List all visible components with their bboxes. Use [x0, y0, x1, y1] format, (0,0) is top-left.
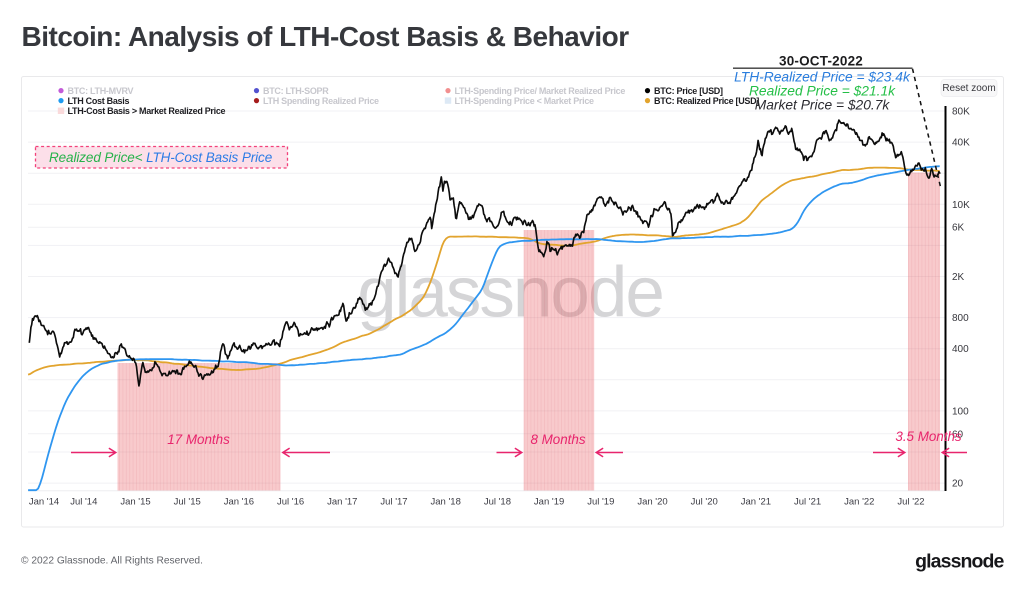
svg-text:LTH Spending Realized Price: LTH Spending Realized Price [263, 96, 379, 106]
svg-text:Jul '19: Jul '19 [587, 497, 614, 508]
svg-text:Jan '21: Jan '21 [741, 497, 771, 508]
svg-text:Jan '18: Jan '18 [431, 497, 461, 508]
svg-text:Jul '16: Jul '16 [277, 497, 304, 508]
svg-text:Jan '14: Jan '14 [29, 497, 59, 508]
svg-text:100: 100 [952, 406, 969, 417]
svg-text:10K: 10K [952, 200, 970, 211]
svg-text:Jan '22: Jan '22 [844, 497, 874, 508]
svg-text:Jan '17: Jan '17 [327, 497, 357, 508]
svg-text:LTH-Spending Price < Market Pr: LTH-Spending Price < Market Price [455, 96, 595, 106]
svg-text:Jan '19: Jan '19 [534, 497, 564, 508]
svg-text:BTC: LTH-MVRV: BTC: LTH-MVRV [68, 86, 134, 96]
svg-text:Market Price = $20.7k: Market Price = $20.7k [755, 98, 891, 113]
svg-text:BTC: Realized Price [USD]: BTC: Realized Price [USD] [654, 96, 759, 106]
svg-text:Jul '22: Jul '22 [897, 497, 924, 508]
svg-text:glassnode: glassnode [357, 254, 663, 333]
svg-text:BTC: LTH-SOPR: BTC: LTH-SOPR [263, 86, 329, 96]
svg-text:20: 20 [952, 479, 964, 490]
svg-text:Jan '16: Jan '16 [224, 497, 254, 508]
svg-text:3.5 Months: 3.5 Months [895, 429, 962, 444]
svg-text:30-OCT-2022: 30-OCT-2022 [779, 54, 863, 69]
svg-text:Jul '14: Jul '14 [70, 497, 97, 508]
svg-text:Jan '20: Jan '20 [637, 497, 667, 508]
svg-text:17 Months: 17 Months [167, 432, 230, 447]
svg-text:glassnode: glassnode [915, 551, 1004, 573]
svg-text:Jul '17: Jul '17 [380, 497, 407, 508]
svg-text:BTC: Price [USD]: BTC: Price [USD] [654, 86, 723, 96]
svg-text:40K: 40K [952, 138, 970, 149]
svg-text:Jul '21: Jul '21 [794, 497, 821, 508]
svg-text:Bitcoin: Analysis of LTH-Cost: Bitcoin: Analysis of LTH-Cost Basis & Be… [22, 21, 630, 52]
svg-text:6K: 6K [952, 223, 965, 234]
svg-text:Jul '15: Jul '15 [174, 497, 201, 508]
svg-text:Jan '15: Jan '15 [120, 497, 150, 508]
svg-text:Realized Price< LTH-Cost Basis: Realized Price< LTH-Cost Basis Price [49, 150, 272, 165]
svg-text:800: 800 [952, 313, 969, 324]
svg-text:80K: 80K [952, 107, 970, 118]
svg-text:Realized Price = $21.1k: Realized Price = $21.1k [749, 84, 896, 99]
svg-text:400: 400 [952, 344, 969, 355]
svg-text:© 2022 Glassnode. All Rights R: © 2022 Glassnode. All Rights Reserved. [21, 556, 203, 567]
svg-text:8 Months: 8 Months [530, 432, 585, 447]
svg-text:Reset zoom: Reset zoom [942, 83, 995, 94]
svg-text:Jul '20: Jul '20 [691, 497, 718, 508]
svg-text:2K: 2K [952, 272, 965, 283]
svg-text:LTH-Spending Price/ Market Rea: LTH-Spending Price/ Market Realized Pric… [455, 86, 626, 96]
svg-text:60: 60 [952, 429, 964, 440]
svg-text:Jul '18: Jul '18 [484, 497, 511, 508]
svg-text:LTH Cost Basis: LTH Cost Basis [68, 96, 130, 106]
svg-text:LTH-Realized Price = $23.4k: LTH-Realized Price = $23.4k [734, 70, 911, 85]
svg-text:LTH-Cost Basis > Market Realiz: LTH-Cost Basis > Market Realized Price [68, 106, 226, 116]
